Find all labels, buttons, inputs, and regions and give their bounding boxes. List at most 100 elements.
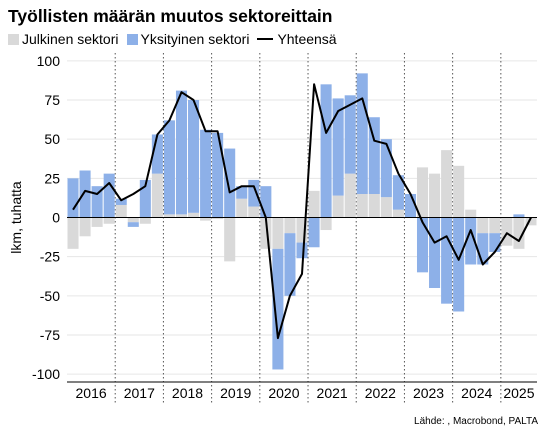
legend-swatch-private	[126, 33, 138, 45]
bar-public	[272, 217, 284, 249]
bar-public	[284, 217, 296, 234]
legend-item-public: Julkinen sektori	[8, 31, 119, 47]
legend-item-private: Yksityinen sektori	[126, 31, 250, 47]
bar-public	[453, 165, 465, 218]
bar-public	[115, 204, 127, 218]
bar-private	[175, 90, 188, 215]
bar-public	[332, 195, 344, 218]
bar-private	[236, 186, 248, 199]
bar-private	[489, 233, 501, 252]
bar-private	[308, 217, 320, 248]
bar-private	[79, 170, 91, 218]
bar-private	[115, 198, 127, 205]
legend: Julkinen sektori Yksityinen sektori Yhte…	[8, 31, 345, 47]
bar-public	[356, 194, 368, 218]
bar-private	[284, 233, 296, 296]
bar-public	[163, 214, 175, 218]
y-tick-label: 100	[37, 53, 61, 69]
x-tick-label: 2021	[317, 385, 348, 401]
bar-public	[103, 217, 115, 224]
x-tick-label: 2017	[124, 385, 155, 401]
bar-public	[380, 197, 392, 218]
x-tick-label: 2025	[503, 385, 534, 401]
bar-public	[224, 217, 236, 262]
bar-public	[477, 217, 489, 234]
x-tick-label: 2023	[413, 385, 444, 401]
bar-private	[91, 186, 103, 218]
bar-private	[380, 139, 392, 198]
y-tick-label: -50	[40, 288, 60, 304]
bar-private	[453, 217, 465, 312]
total-line	[72, 83, 532, 340]
x-tick-label: 2016	[76, 385, 107, 401]
bar-private	[163, 120, 175, 215]
bar-public	[465, 209, 477, 218]
legend-swatch-total	[257, 38, 274, 40]
bar-private	[67, 178, 79, 218]
legend-label-private: Yksityinen sektori	[140, 31, 250, 47]
bar-private	[416, 217, 429, 273]
bar-private	[248, 179, 260, 207]
bar-public	[344, 173, 356, 218]
bar-private	[260, 186, 272, 218]
x-tick-label: 2024	[461, 385, 492, 401]
bar-public	[175, 214, 188, 218]
x-tick-label: 2019	[220, 385, 251, 401]
bar-public	[513, 217, 525, 249]
bar-private	[477, 233, 489, 265]
legend-label-total: Yhteensä	[277, 31, 337, 47]
bar-public	[368, 194, 380, 218]
x-tick-label: 2018	[172, 385, 203, 401]
bar-public	[139, 217, 151, 224]
x-tick-label: 2022	[365, 385, 396, 401]
bar-public	[392, 209, 404, 218]
bar-public	[320, 217, 332, 231]
bar-private	[151, 134, 163, 174]
bar-private	[212, 132, 224, 218]
bar-private	[272, 248, 284, 370]
bar-private	[188, 100, 200, 213]
legend-swatch-public	[8, 33, 19, 45]
bar-private	[139, 179, 151, 218]
bar-private	[465, 217, 477, 265]
bar-private	[127, 222, 139, 227]
y-tick-label: 50	[44, 131, 60, 147]
bar-private	[441, 217, 453, 304]
bar-public	[212, 217, 224, 220]
y-axis-label: lkm, tuhatta	[8, 181, 24, 254]
bar-private	[429, 217, 441, 288]
y-tick-label: -100	[32, 366, 60, 382]
bar-public	[248, 206, 260, 218]
y-tick-label: 75	[44, 92, 60, 108]
bar-public	[127, 217, 139, 223]
bar-public	[79, 217, 91, 237]
y-tick-label: -25	[40, 249, 60, 265]
bar-public	[416, 167, 429, 218]
bar-public	[525, 217, 537, 226]
bar-public	[501, 217, 513, 246]
bar-public	[260, 217, 272, 249]
legend-item-total: Yhteensä	[257, 31, 337, 47]
bar-private	[392, 175, 404, 210]
bar-private	[356, 73, 368, 194]
x-tick-label: 2020	[268, 385, 299, 401]
y-tick-label: 0	[52, 210, 60, 226]
bar-private	[513, 214, 525, 218]
bar-private	[320, 84, 332, 218]
bar-public	[151, 173, 163, 218]
bar-public	[91, 217, 103, 227]
bar-public	[67, 217, 79, 249]
bar-private	[368, 117, 380, 194]
bar-public	[489, 217, 501, 234]
bar-private	[296, 242, 308, 259]
bar-public	[236, 198, 248, 218]
legend-label-public: Julkinen sektori	[22, 31, 119, 47]
bar-public	[296, 217, 308, 243]
bar-public	[188, 212, 200, 218]
bar-public	[200, 217, 212, 221]
chart-title: Työllisten määrän muutos sektoreittain	[8, 6, 333, 26]
bar-private	[103, 173, 115, 218]
y-tick-label: -75	[40, 327, 60, 343]
bar-private	[404, 194, 416, 218]
